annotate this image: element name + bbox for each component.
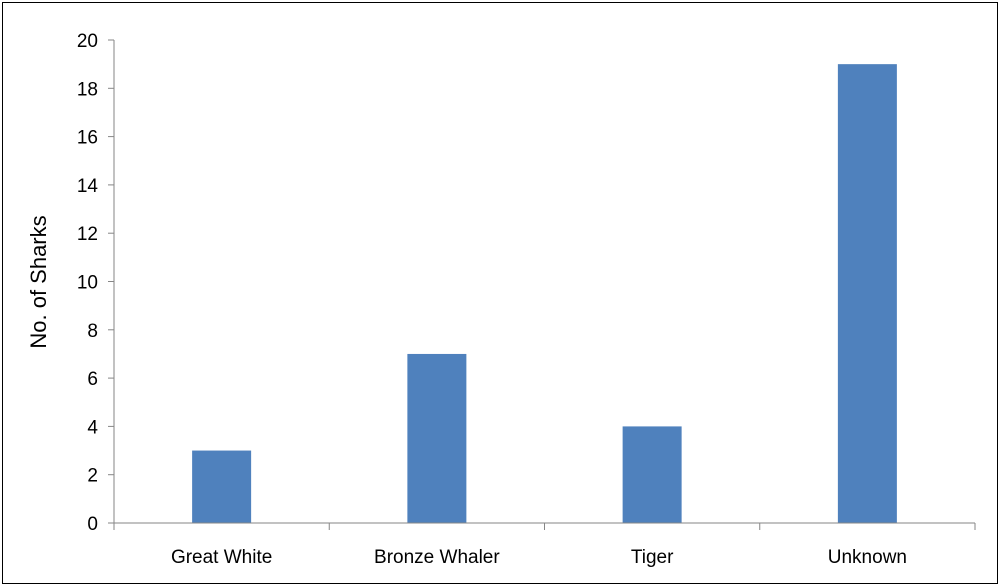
y-tick-label: 2 [87, 466, 98, 487]
bar-tiger [622, 426, 682, 523]
y-tick-label: 0 [87, 514, 98, 535]
y-tick-label: 4 [87, 417, 98, 438]
y-axis-label: No. of Sharks [26, 215, 51, 348]
y-tick-label: 16 [77, 128, 98, 149]
bar-bronze-whaler [407, 353, 467, 523]
x-tick-label: Unknown [828, 547, 907, 568]
y-tick-label: 18 [77, 79, 98, 100]
y-tick-label: 20 [77, 31, 98, 52]
bar-great-white [192, 450, 252, 523]
y-tick-label: 8 [87, 321, 98, 342]
y-tick-label: 6 [87, 369, 98, 390]
y-tick-label: 14 [77, 176, 99, 197]
x-tick-label: Great White [171, 547, 272, 568]
bar-unknown [837, 64, 897, 524]
x-tick-label: Bronze Whaler [374, 547, 500, 568]
y-tick-label: 10 [77, 273, 98, 294]
x-tick-label: Tiger [631, 547, 674, 568]
y-tick-label: 12 [77, 224, 98, 245]
